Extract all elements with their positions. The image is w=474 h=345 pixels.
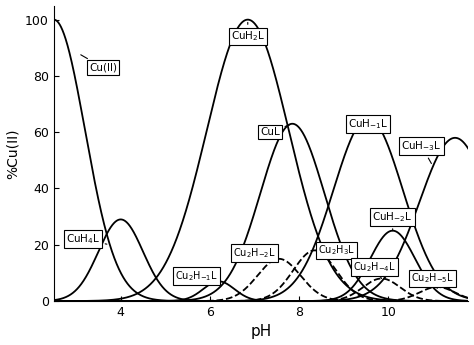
- Text: Cu$_2$H$_{-2}$L: Cu$_2$H$_{-2}$L: [233, 246, 279, 260]
- Text: Cu$_2$H$_{-4}$L: Cu$_2$H$_{-4}$L: [353, 260, 396, 278]
- Text: CuL: CuL: [260, 125, 290, 137]
- Y-axis label: %Cu(II): %Cu(II): [6, 128, 19, 179]
- X-axis label: pH: pH: [251, 324, 272, 339]
- Text: CuH$_{-3}$L: CuH$_{-3}$L: [401, 139, 442, 164]
- Text: Cu$_2$H$_{-5}$L: Cu$_2$H$_{-5}$L: [411, 272, 454, 288]
- Text: Cu(II): Cu(II): [81, 55, 117, 72]
- Text: CuH$_2$L: CuH$_2$L: [231, 22, 265, 43]
- Text: CuH$_4$L: CuH$_4$L: [66, 232, 107, 246]
- Text: CuH$_{-2}$L: CuH$_{-2}$L: [373, 210, 413, 231]
- Text: Cu$_2$H$_{-1}$L: Cu$_2$H$_{-1}$L: [175, 269, 218, 283]
- Text: Cu$_2$H$_3$L: Cu$_2$H$_3$L: [315, 244, 356, 257]
- Text: CuH$_{-1}$L: CuH$_{-1}$L: [348, 117, 388, 131]
